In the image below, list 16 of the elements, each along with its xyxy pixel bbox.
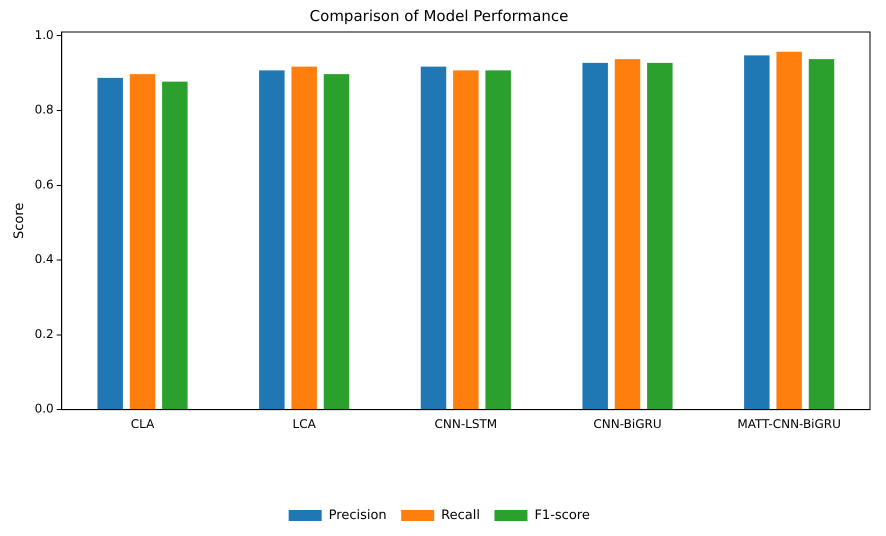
y-tick-label: 1.0 <box>34 28 54 42</box>
y-tick-label: 0.0 <box>34 402 54 416</box>
y-tick-label: 0.6 <box>34 177 54 192</box>
x-tick-label: LCA <box>292 416 317 431</box>
legend-label: Recall <box>441 508 480 523</box>
x-tick-label: CNN-LSTM <box>434 416 498 431</box>
y-axis-title: Score <box>12 202 28 240</box>
x-tick-label: CNN-BiGRU <box>593 416 662 431</box>
y-tick-label: 0.4 <box>34 252 54 266</box>
x-tick-label: MATT-CNN-BiGRU <box>737 416 841 431</box>
x-tick-label: CLA <box>130 416 156 431</box>
y-tick-label: 0.2 <box>34 326 54 341</box>
legend-label: F1-score <box>534 508 590 523</box>
y-tick-label: 0.8 <box>34 102 54 117</box>
chart-title: Comparison of Model Performance <box>310 6 568 25</box>
legend-label: Precision <box>328 508 387 523</box>
